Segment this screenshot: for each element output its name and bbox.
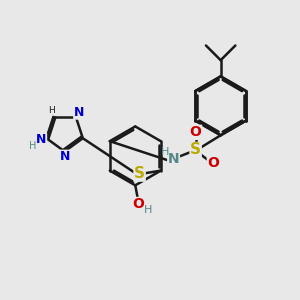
Text: O: O: [207, 156, 219, 170]
Text: N: N: [74, 106, 84, 119]
Text: H: H: [143, 205, 152, 215]
Text: N: N: [36, 134, 46, 146]
Text: S: S: [134, 166, 145, 181]
Text: H: H: [161, 147, 170, 158]
Text: O: O: [132, 197, 144, 212]
Text: N: N: [59, 150, 70, 163]
Text: O: O: [190, 125, 202, 139]
Text: S: S: [190, 142, 201, 158]
Text: H: H: [49, 106, 55, 115]
Text: H: H: [29, 141, 37, 151]
Text: N: N: [168, 152, 179, 166]
